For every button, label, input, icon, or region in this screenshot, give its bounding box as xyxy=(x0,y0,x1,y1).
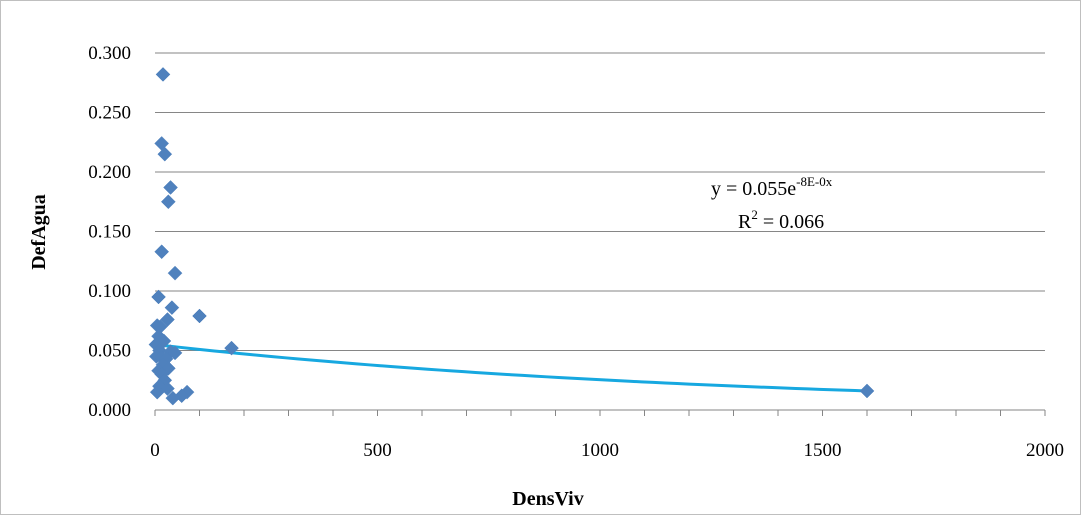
y-tick-label: 0.150 xyxy=(88,222,131,243)
x-axis-title: DensViv xyxy=(512,488,583,510)
x-tick-label: 2000 xyxy=(1026,440,1064,461)
data-point xyxy=(167,265,183,281)
trendline-equation: y = 0.055e-8E-0x xyxy=(711,174,833,200)
data-point xyxy=(149,384,165,400)
r2-prefix: R xyxy=(738,211,752,233)
x-tick-label: 1000 xyxy=(581,440,619,461)
x-tick-label: 1500 xyxy=(804,440,842,461)
data-points xyxy=(148,67,875,406)
y-tick-label: 0.300 xyxy=(88,43,131,64)
data-point xyxy=(157,146,173,162)
data-point xyxy=(163,180,178,195)
trendline-group xyxy=(154,343,868,393)
data-point xyxy=(164,300,180,316)
axes xyxy=(154,409,1046,416)
y-tick-label: 0.200 xyxy=(88,162,131,183)
data-point xyxy=(192,308,207,324)
y-tick-labels: 0.000 0.050 0.100 0.150 0.200 0.250 0.300 xyxy=(88,43,131,421)
data-point xyxy=(160,194,176,210)
y-tick-label: 0.000 xyxy=(88,400,131,421)
data-point xyxy=(154,244,170,260)
data-point xyxy=(224,340,239,356)
y-tick-label: 0.250 xyxy=(88,103,131,124)
data-point xyxy=(167,345,183,361)
trendline xyxy=(154,343,868,393)
x-tick-label: 500 xyxy=(363,440,392,461)
gridlines xyxy=(155,52,1045,351)
r-squared-label: R2 = 0.066 xyxy=(738,207,824,233)
data-point xyxy=(155,67,171,82)
x-tick-labels: 0 500 1000 1500 2000 xyxy=(150,440,1064,461)
r2-suffix: = 0.066 xyxy=(758,211,824,233)
equation-exponent: -8E-0x xyxy=(796,174,833,189)
y-tick-label: 0.050 xyxy=(88,341,131,362)
x-tick-label: 0 xyxy=(150,440,160,461)
data-point xyxy=(165,390,181,406)
y-axis-title: DefAgua xyxy=(28,194,50,270)
y-tick-label: 0.100 xyxy=(88,281,131,302)
data-point xyxy=(151,289,166,305)
equation-prefix: y = 0.055e xyxy=(711,178,796,200)
data-point xyxy=(859,383,875,399)
r2-superscript: 2 xyxy=(751,207,758,222)
